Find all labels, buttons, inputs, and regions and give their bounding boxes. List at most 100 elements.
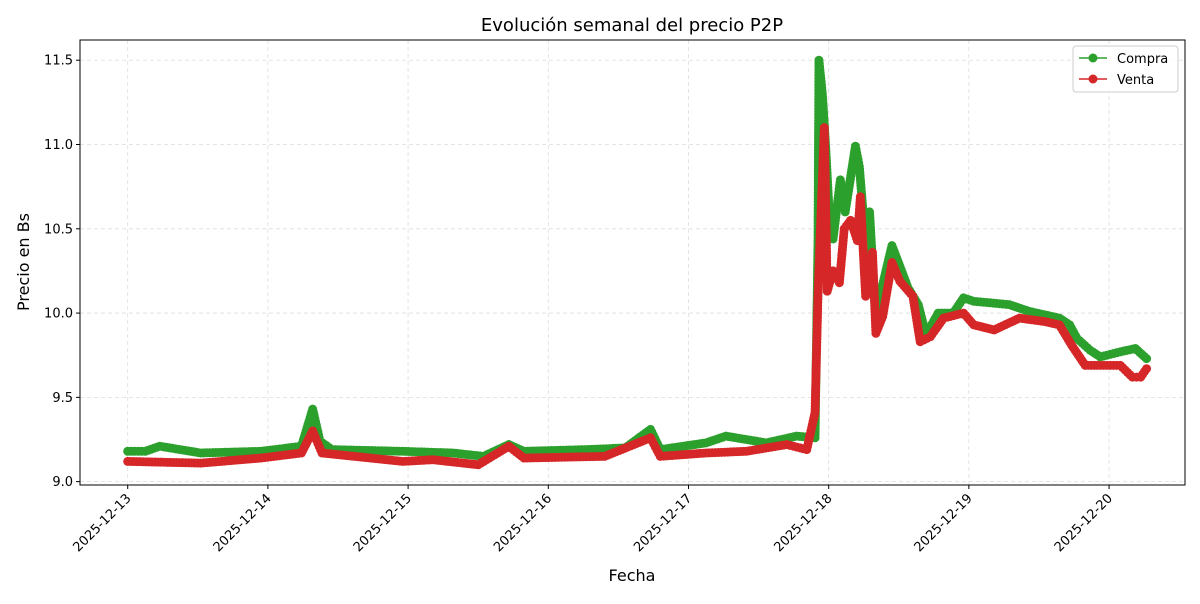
x-tick-label: 2025-12-16 (491, 491, 555, 555)
legend: Compra Venta (1072, 45, 1179, 93)
y-tick-label: 9.5 (52, 391, 73, 406)
data-point-compra (140, 446, 150, 456)
data-point-venta (819, 123, 829, 133)
x-tick-label: 2025-12-19 (912, 491, 976, 555)
data-point-compra (850, 141, 860, 151)
y-tick-label: 10.0 (44, 307, 73, 322)
data-point-venta (1095, 360, 1105, 370)
data-point-venta (1115, 360, 1125, 370)
data-point-compra (123, 446, 133, 456)
line-venta (127, 127, 1148, 466)
data-point-compra (580, 445, 590, 455)
data-point-venta (846, 215, 856, 225)
data-point-venta (123, 456, 133, 466)
data-point-compra (721, 431, 731, 441)
data-point-venta (813, 291, 823, 301)
data-point-venta (969, 320, 979, 330)
series-compra (123, 55, 1152, 461)
data-point-venta (519, 453, 529, 463)
data-point-venta (828, 266, 838, 276)
data-point-venta (871, 328, 881, 338)
grid (80, 40, 1185, 485)
data-point-venta (701, 448, 711, 458)
legend-marker-venta (1088, 74, 1098, 84)
y-tick-label: 11.0 (44, 138, 73, 153)
legend-label-compra: Compra (1117, 52, 1168, 67)
data-point-compra (1095, 352, 1105, 362)
legend-marker-compra (1088, 53, 1098, 63)
data-point-venta (822, 286, 832, 296)
data-point-compra (196, 448, 206, 458)
data-point-venta (925, 332, 935, 342)
data-point-compra (1004, 300, 1014, 310)
data-point-venta (428, 455, 438, 465)
data-point-venta (810, 408, 820, 418)
data-point-venta (959, 308, 969, 318)
data-point-compra (835, 175, 845, 185)
data-point-venta (1014, 313, 1024, 323)
data-point-venta (504, 441, 514, 451)
data-point-venta (895, 276, 905, 286)
data-point-venta (815, 237, 825, 247)
data-point-venta (1039, 316, 1049, 326)
x-axis-ticks: 2025-12-13 2025-12-14 2025-12-15 2025-12-16… (70, 485, 1116, 555)
x-tick-label: 2025-12-13 (70, 491, 134, 555)
data-point-venta (1136, 372, 1146, 382)
data-point-compra (701, 438, 711, 448)
data-point-compra (792, 431, 802, 441)
data-point-venta (196, 458, 206, 468)
data-point-venta (473, 460, 483, 470)
data-point-venta (939, 313, 949, 323)
data-point-compra (1115, 347, 1125, 357)
x-tick-label: 2025-12-14 (211, 491, 275, 555)
data-point-venta (1054, 320, 1064, 330)
chart-title: Evolución semanal del precio P2P (481, 15, 783, 36)
x-tick-label: 2025-12-18 (771, 491, 835, 555)
data-point-venta (256, 453, 266, 463)
data-point-venta (861, 291, 871, 301)
data-point-compra (840, 207, 850, 217)
series-layer (123, 55, 1152, 470)
data-point-venta (839, 224, 849, 234)
x-tick-label: 2025-12-15 (351, 491, 415, 555)
data-point-compra (817, 89, 827, 99)
data-point-compra (155, 441, 165, 451)
y-tick-label: 9.0 (52, 475, 73, 490)
data-point-venta (802, 445, 812, 455)
data-point-compra (308, 404, 318, 414)
plot-frame (79, 39, 1186, 486)
data-point-compra (1142, 354, 1152, 364)
data-point-venta (317, 448, 327, 458)
data-point-compra (1072, 333, 1082, 343)
y-axis-ticks: 9.0 9.5 10.0 10.5 11.0 11.5 (44, 54, 80, 490)
data-point-venta (878, 311, 888, 321)
data-point-compra (1024, 306, 1034, 316)
data-point-venta (867, 247, 877, 257)
y-tick-label: 10.5 (44, 222, 73, 237)
data-point-venta (1080, 360, 1090, 370)
data-point-compra (398, 446, 408, 456)
data-point-venta (834, 278, 844, 288)
data-point-compra (448, 448, 458, 458)
data-point-compra (1065, 320, 1075, 330)
data-point-venta (398, 456, 408, 466)
data-point-compra (828, 234, 838, 244)
data-point-venta (855, 192, 865, 202)
y-tick-label: 11.5 (44, 54, 73, 69)
data-point-venta (296, 448, 306, 458)
data-point-compra (1130, 343, 1140, 353)
x-tick-label: 2025-12-20 (1052, 491, 1116, 555)
data-point-venta (915, 337, 925, 347)
data-point-venta (308, 426, 318, 436)
line-compra (127, 60, 1148, 458)
data-point-venta (908, 291, 918, 301)
data-point-venta (1127, 372, 1137, 382)
data-point-venta (782, 440, 792, 450)
data-point-venta (600, 451, 610, 461)
data-point-venta (646, 433, 656, 443)
series-venta (123, 123, 1152, 470)
data-point-compra (854, 161, 864, 171)
y-axis-label: Precio en Bs (14, 213, 33, 311)
data-point-venta (852, 236, 862, 246)
